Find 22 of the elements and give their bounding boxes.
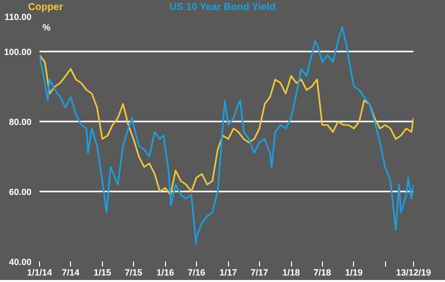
y-tick-label: 110.00 [4,12,32,22]
x-tick-label: 13/12/19 [396,268,432,278]
x-tick-label: 1/17 [219,268,237,278]
x-tick-label: 1/18 [282,268,300,278]
y-tick-label: 100.00 [4,47,32,57]
text: Copper [28,1,63,14]
text: US 10 Year Bond Yield [170,2,276,13]
x-tick-label: 7/15 [124,268,142,278]
x-tick-label: 7/14 [62,268,80,278]
x-tick-label: 1/1/14 [26,268,52,278]
x-tick-label: 7/16 [188,268,206,278]
x-tick-label: 1/19 [345,268,363,278]
x-tick-label: 7/17 [250,268,268,278]
y-axis-title: % [42,22,51,32]
y-tick-label: 60.00 [8,187,32,197]
y-tick-label: 80.00 [8,117,32,127]
x-tick-label: 1/16 [156,268,174,278]
x-tick-label: 1/15 [94,268,112,278]
line-series [40,54,414,196]
line-series [40,26,414,245]
y-tick-label: 40.00 [8,257,32,267]
x-tick-label: 7/18 [313,268,332,278]
